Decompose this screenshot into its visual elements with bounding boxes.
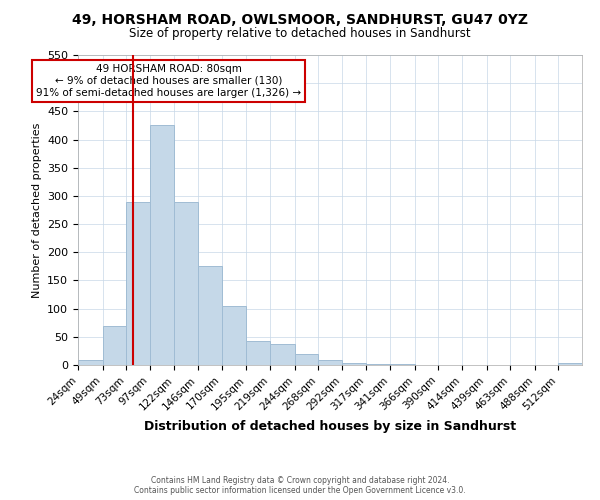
Bar: [390, 364, 415, 365]
Bar: [295, 354, 318, 365]
Bar: [103, 326, 126, 365]
Bar: [559, 364, 582, 365]
Bar: [126, 202, 150, 365]
Bar: [342, 362, 367, 365]
Y-axis label: Number of detached properties: Number of detached properties: [32, 122, 41, 298]
Bar: [198, 266, 222, 365]
Text: Contains HM Land Registry data © Crown copyright and database right 2024.
Contai: Contains HM Land Registry data © Crown c…: [134, 476, 466, 495]
Bar: [247, 341, 270, 365]
Bar: [367, 364, 390, 365]
Bar: [78, 360, 103, 365]
X-axis label: Distribution of detached houses by size in Sandhurst: Distribution of detached houses by size …: [144, 420, 516, 433]
Bar: [318, 360, 342, 365]
Text: 49, HORSHAM ROAD, OWLSMOOR, SANDHURST, GU47 0YZ: 49, HORSHAM ROAD, OWLSMOOR, SANDHURST, G…: [72, 12, 528, 26]
Bar: [150, 126, 175, 365]
Text: Size of property relative to detached houses in Sandhurst: Size of property relative to detached ho…: [129, 28, 471, 40]
Bar: [222, 306, 247, 365]
Bar: [270, 344, 295, 365]
Text: 49 HORSHAM ROAD: 80sqm
← 9% of detached houses are smaller (130)
91% of semi-det: 49 HORSHAM ROAD: 80sqm ← 9% of detached …: [36, 64, 301, 98]
Bar: [175, 202, 198, 365]
